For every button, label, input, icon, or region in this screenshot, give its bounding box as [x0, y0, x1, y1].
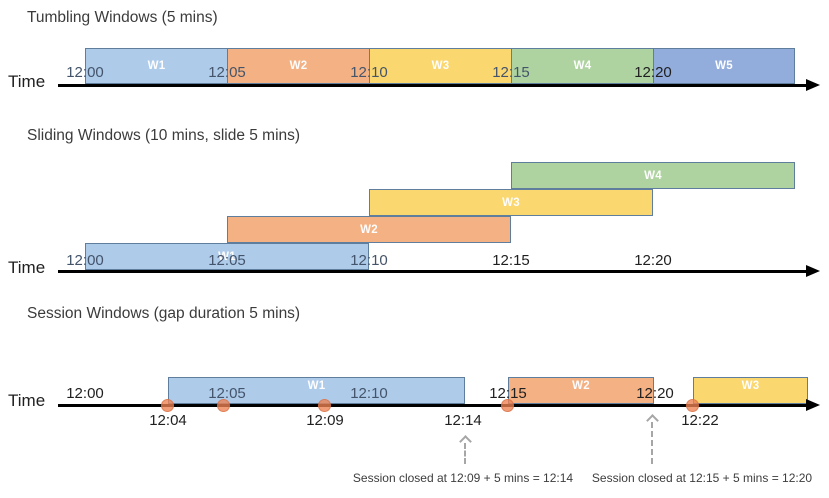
tick-label: 12:00 [66, 252, 104, 269]
event-time-label: 12:04 [149, 412, 187, 429]
window-label: W3 [741, 380, 760, 392]
tick-label: 12:10 [350, 385, 388, 402]
sliding-time-axis-label: Time [8, 258, 46, 277]
sliding-timeline [58, 270, 806, 273]
tick-label: 12:20 [634, 252, 672, 269]
tumbling-time-axis-label: Time [8, 72, 46, 91]
tick-label: 12:15 [492, 64, 530, 81]
window-label: W3 [431, 60, 450, 72]
session-close-annotation: Session closed at 12:15 + 5 mins = 12:20 [591, 471, 813, 485]
event-time-label: 12:22 [681, 412, 719, 429]
window-bar-w3: W3 [693, 377, 808, 404]
window-label: W2 [572, 380, 590, 392]
window-label: W5 [715, 60, 733, 72]
window-bar-w2: W2 [508, 377, 654, 404]
window-bar-w2: W2 [227, 216, 511, 243]
window-label: W1 [147, 60, 166, 72]
window-bar-w5: W5 [653, 48, 795, 84]
window-label: W4 [644, 169, 662, 182]
window-bar-w4: W4 [511, 162, 795, 189]
event-dot [161, 399, 174, 412]
window-label: W1 [307, 380, 326, 392]
tick-label: 12:15 [492, 252, 530, 269]
session-close-arrow-icon [458, 435, 472, 464]
window-bar-w4: W4 [511, 48, 654, 84]
window-label: W2 [289, 60, 308, 72]
window-bar-w3: W3 [369, 189, 653, 216]
timeline-arrowhead-icon [806, 79, 820, 91]
event-dot [501, 399, 514, 412]
event-dot [217, 399, 230, 412]
tick-label: 12:10 [350, 64, 388, 81]
event-time-label: 12:09 [306, 412, 344, 429]
window-label: W2 [360, 223, 378, 236]
tick-label: 12:15 [489, 385, 527, 402]
event-time-label: 12:14 [444, 412, 482, 429]
window-bar-w2: W2 [227, 48, 370, 84]
sliding-section-title: Sliding Windows (10 mins, slide 5 mins) [27, 127, 301, 144]
tick-label: 12:20 [634, 64, 672, 81]
event-dot [686, 399, 699, 412]
session-section-title: Session Windows (gap duration 5 mins) [27, 305, 301, 322]
tick-label: 12:00 [66, 64, 104, 81]
window-bar-w1: W1 [85, 243, 369, 270]
window-label: W1 [218, 250, 236, 263]
window-bar-w3: W3 [369, 48, 512, 84]
tick-label: 12:00 [66, 385, 104, 402]
tick-label: 12:05 [208, 385, 246, 402]
window-label: W3 [502, 196, 520, 209]
window-bar-w1: W1 [85, 48, 228, 84]
tumbling-timeline [58, 84, 806, 87]
tick-label: 12:05 [208, 252, 246, 269]
session-close-arrow-icon [645, 414, 659, 464]
window-label: W4 [573, 60, 592, 72]
tumbling-section-title: Tumbling Windows (5 mins) [27, 9, 218, 26]
window-bar-w1: W1 [168, 377, 465, 404]
timeline-arrowhead-icon [806, 265, 820, 277]
tick-label: 12:20 [636, 385, 674, 402]
timeline-arrowhead-icon [806, 399, 820, 411]
event-dot [318, 399, 331, 412]
tick-label: 12:10 [350, 252, 388, 269]
session-close-annotation: Session closed at 12:09 + 5 mins = 12:14 [352, 471, 574, 485]
session-time-axis-label: Time [8, 391, 46, 410]
session-timeline [58, 404, 806, 407]
tick-label: 12:05 [208, 64, 246, 81]
